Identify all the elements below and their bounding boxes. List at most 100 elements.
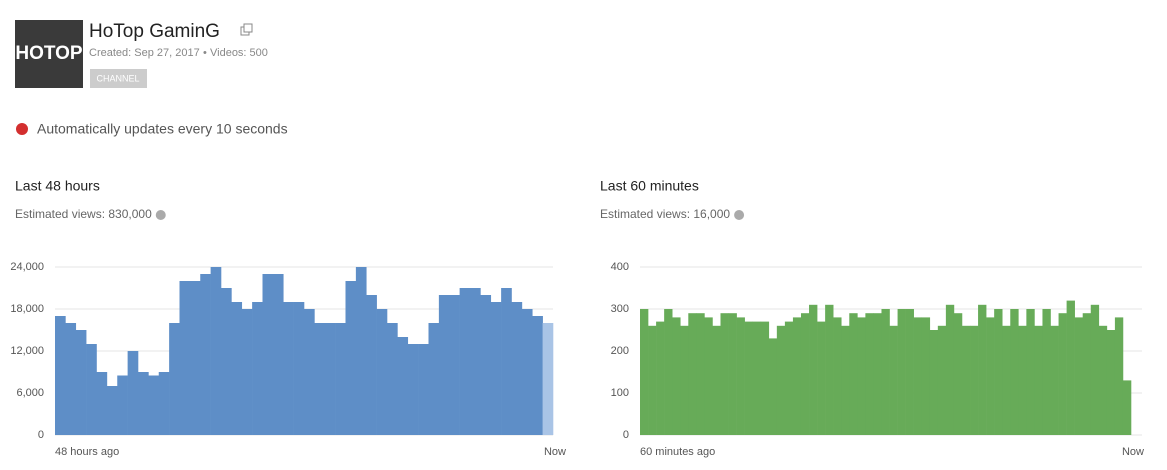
bar (889, 325, 898, 435)
bar (335, 323, 346, 435)
bar (945, 304, 955, 435)
bar (387, 323, 398, 435)
channel-name[interactable]: HoTop GaminG (89, 21, 220, 42)
bar (841, 325, 850, 435)
bar (96, 372, 108, 435)
bar (480, 295, 492, 435)
bar (704, 317, 713, 435)
bar (857, 317, 866, 435)
bar (459, 288, 471, 435)
bar (117, 375, 128, 435)
bar (86, 344, 97, 435)
chart-title: Last 48 hours (15, 178, 100, 194)
bar (640, 309, 649, 435)
bar (231, 302, 243, 435)
bar (680, 325, 689, 435)
bar (532, 316, 543, 435)
bar (272, 274, 284, 435)
bar (1034, 325, 1043, 435)
bar (744, 321, 753, 435)
bar (937, 325, 947, 435)
bar (913, 317, 923, 435)
x-start-label: 60 minutes ago (640, 446, 715, 458)
bar (768, 338, 778, 435)
bar (470, 288, 481, 435)
open-icon[interactable] (240, 23, 253, 36)
bar (418, 344, 429, 435)
y-tick-label: 0 (623, 429, 629, 441)
bar (127, 351, 139, 435)
bar (314, 323, 326, 435)
channel-badge (90, 69, 147, 88)
bar (1082, 313, 1092, 435)
bar (189, 281, 201, 435)
bar (978, 304, 987, 435)
bar (994, 309, 1003, 435)
bar (241, 309, 253, 435)
bar (210, 267, 222, 435)
bar (784, 321, 794, 435)
bar (106, 386, 118, 435)
bar (501, 288, 512, 435)
bar (648, 325, 657, 435)
bar (1058, 313, 1067, 435)
bar (1106, 330, 1116, 435)
help-icon (734, 210, 745, 220)
bar (1074, 317, 1084, 435)
bar (252, 302, 263, 435)
chart-subtitle: Estimated views: 830,000 (15, 207, 152, 221)
created-date: Created: Sep 27, 2017 (89, 47, 200, 59)
bar (304, 309, 315, 435)
bar (138, 372, 149, 435)
y-tick-label: 12,000 (10, 345, 44, 357)
bar (792, 317, 802, 435)
bar (1026, 309, 1035, 435)
bar (221, 288, 232, 435)
bar (1018, 325, 1027, 435)
bar (1002, 325, 1011, 435)
bar (720, 313, 729, 435)
y-tick-label: 18,000 (10, 303, 44, 315)
y-tick-label: 400 (611, 261, 629, 273)
y-tick-label: 100 (611, 387, 629, 399)
bar (55, 316, 66, 435)
bar (511, 302, 523, 435)
bar (672, 317, 681, 435)
bar (1042, 309, 1051, 435)
chart-title: Last 60 minutes (600, 178, 699, 194)
channel-logo (15, 20, 83, 88)
bar (970, 325, 979, 435)
bar (148, 375, 160, 435)
separator: • (203, 47, 207, 59)
chart-subtitle: Estimated views: 16,000 (600, 207, 730, 221)
y-tick-label: 200 (611, 345, 629, 357)
bar (728, 313, 737, 435)
y-tick-label: 0 (38, 429, 44, 441)
bar (752, 321, 762, 435)
bar (961, 325, 971, 435)
bar (776, 325, 786, 435)
bar (438, 295, 450, 435)
bar (800, 313, 810, 435)
x-end-label: Now (1122, 446, 1144, 458)
bar (179, 281, 191, 435)
bar (345, 281, 357, 435)
bar (158, 372, 170, 435)
logo-text: HOTOP (15, 43, 83, 64)
y-tick-label: 300 (611, 303, 629, 315)
bar (760, 321, 770, 435)
bar (65, 323, 77, 435)
bar (817, 321, 826, 435)
bar (1050, 325, 1059, 435)
bar (542, 323, 554, 435)
bar (1114, 317, 1124, 435)
bar (921, 317, 931, 435)
bar (897, 309, 906, 435)
bar (262, 274, 274, 435)
bar (428, 323, 440, 435)
bar (809, 304, 818, 435)
bar (1066, 300, 1075, 435)
bar (366, 295, 377, 435)
bar (75, 330, 87, 435)
